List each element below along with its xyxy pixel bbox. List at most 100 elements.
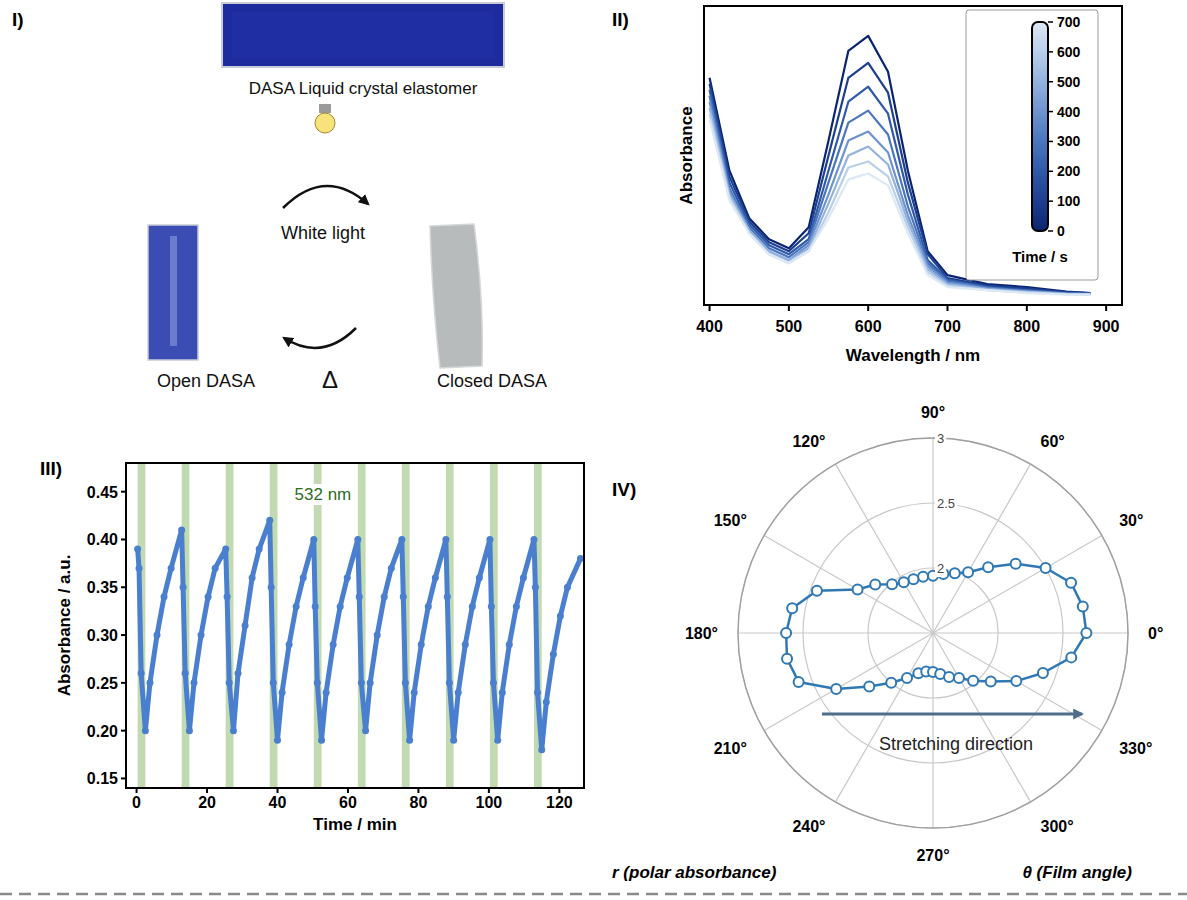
y-tick-label: 0.15 [87, 770, 118, 787]
data-point [400, 593, 407, 600]
x-tick [417, 788, 419, 793]
x-tick [276, 788, 278, 793]
data-point [1011, 676, 1021, 686]
label-patch [935, 560, 946, 577]
x-tick-label: 700 [934, 318, 961, 335]
data-point [494, 737, 501, 744]
data-point [1081, 628, 1091, 638]
data-point [794, 677, 804, 687]
panel-letter: III) [40, 458, 62, 479]
data-point [224, 593, 231, 600]
data-point [462, 641, 469, 648]
theta-tick-label: 240° [792, 818, 825, 835]
data-point [1041, 563, 1051, 573]
data-point [499, 689, 506, 696]
theta-grid [836, 633, 934, 802]
theta-tick-label: 0° [1148, 625, 1163, 642]
y-tick-label: 0.20 [87, 723, 118, 740]
colorbar-title: Time / s [1012, 248, 1068, 265]
y-tick [121, 730, 126, 732]
theta-tick-label: 150° [714, 512, 747, 529]
data-point [550, 651, 557, 658]
data-point [963, 567, 973, 577]
data-point [146, 679, 153, 686]
colorbar-tick-label: 400 [1057, 104, 1081, 120]
data-point [781, 628, 791, 638]
theta-tick-label: 180° [685, 625, 718, 642]
theta-tick-label: 30° [1119, 512, 1143, 529]
data-point [300, 574, 307, 581]
colorbar-tick [1048, 21, 1053, 23]
panel-ii: II)400500600700800900Wavelength / nmAbso… [612, 6, 1122, 365]
colorbar-tick-label: 500 [1057, 74, 1081, 90]
data-point [367, 679, 374, 686]
annotation: 532 nm [295, 485, 352, 504]
data-point [337, 603, 344, 610]
data-point [1011, 559, 1021, 569]
arrow-label: Δ [322, 366, 338, 393]
data-point [831, 684, 841, 694]
data-point [212, 565, 219, 572]
y-axis-title: Absorbance / a.u. [55, 555, 74, 697]
y-tick [121, 538, 126, 540]
r-axis-title: r (polar absorbance) [612, 863, 777, 882]
plot-frame [126, 463, 584, 788]
colorbar-tick [1048, 81, 1053, 83]
data-point [190, 679, 197, 686]
y-tick [121, 634, 126, 636]
data-point [356, 593, 363, 600]
separator [0, 893, 1187, 896]
x-tick-label: 600 [855, 318, 882, 335]
x-axis-title: Time / min [313, 815, 397, 834]
colorbar-tick-label: 600 [1057, 44, 1081, 60]
x-tick [558, 788, 560, 793]
stretch-arrow [822, 713, 1082, 716]
panel-letter: IV) [612, 479, 636, 500]
data-point [134, 546, 141, 553]
data-point [1038, 668, 1048, 678]
sample-label: DASA Liquid crystal elastomer [249, 79, 478, 98]
x-tick-label: 80 [410, 794, 428, 811]
data-point [388, 565, 395, 572]
data-point [446, 679, 453, 686]
panel-letter: I) [12, 9, 24, 30]
x-tick-label: 900 [1093, 318, 1120, 335]
plot-data [134, 463, 584, 788]
x-tick [709, 305, 711, 311]
data-point [418, 641, 425, 648]
y-tick-label: 0.35 [87, 579, 118, 596]
data-point [358, 679, 365, 686]
arrow-heat [284, 328, 356, 348]
data-point [205, 593, 212, 600]
y-tick-label: 0.30 [87, 627, 118, 644]
data-point [411, 689, 418, 696]
data-point [182, 670, 189, 677]
data-point [293, 603, 300, 610]
data-point [230, 727, 237, 734]
y-tick [121, 682, 126, 684]
x-tick-label: 400 [696, 318, 723, 335]
data-point [222, 546, 229, 553]
data-point [513, 603, 520, 610]
colorbar-tick-label: 300 [1057, 133, 1081, 149]
polar-line [786, 564, 1086, 689]
data-point [944, 672, 954, 682]
bulb [315, 113, 335, 133]
data-point [242, 622, 249, 629]
lce-photo [222, 3, 504, 67]
r-grid [738, 438, 1128, 828]
data-point [577, 555, 584, 562]
x-tick [136, 788, 138, 793]
data-point [406, 737, 413, 744]
data-point [270, 679, 277, 686]
theta-tick-label: 60° [1041, 433, 1065, 450]
theta-grid [738, 632, 933, 633]
data-point [488, 603, 495, 610]
y-tick-label: 0.25 [87, 675, 118, 692]
data-point [538, 746, 545, 753]
data-point [543, 698, 550, 705]
data-point [432, 574, 439, 581]
colorbar-tick-label: 200 [1057, 163, 1081, 179]
x-axis-title: Wavelength / nm [846, 346, 980, 365]
data-point [425, 603, 432, 610]
